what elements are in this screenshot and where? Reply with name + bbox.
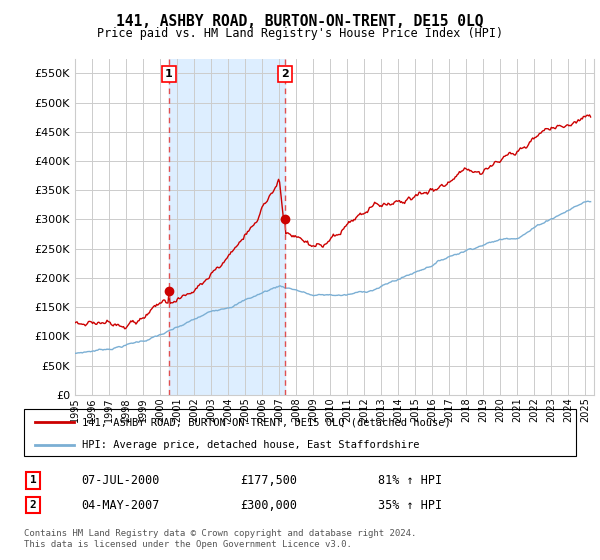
Text: 2: 2 <box>29 500 37 510</box>
Text: 1: 1 <box>165 69 173 79</box>
Text: 141, ASHBY ROAD, BURTON-ON-TRENT, DE15 0LQ (detached house): 141, ASHBY ROAD, BURTON-ON-TRENT, DE15 0… <box>82 417 451 427</box>
Text: £177,500: £177,500 <box>240 474 297 487</box>
Text: 04-MAY-2007: 04-MAY-2007 <box>81 498 160 512</box>
Text: 141, ASHBY ROAD, BURTON-ON-TRENT, DE15 0LQ: 141, ASHBY ROAD, BURTON-ON-TRENT, DE15 0… <box>116 14 484 29</box>
Text: 2: 2 <box>281 69 289 79</box>
Text: Contains HM Land Registry data © Crown copyright and database right 2024.
This d: Contains HM Land Registry data © Crown c… <box>24 529 416 549</box>
Text: HPI: Average price, detached house, East Staffordshire: HPI: Average price, detached house, East… <box>82 440 419 450</box>
Text: 07-JUL-2000: 07-JUL-2000 <box>81 474 160 487</box>
Text: £300,000: £300,000 <box>240 498 297 512</box>
Text: Price paid vs. HM Land Registry's House Price Index (HPI): Price paid vs. HM Land Registry's House … <box>97 27 503 40</box>
Text: 81% ↑ HPI: 81% ↑ HPI <box>378 474 442 487</box>
Text: 35% ↑ HPI: 35% ↑ HPI <box>378 498 442 512</box>
Text: 1: 1 <box>29 475 37 486</box>
Bar <box>169 59 285 395</box>
